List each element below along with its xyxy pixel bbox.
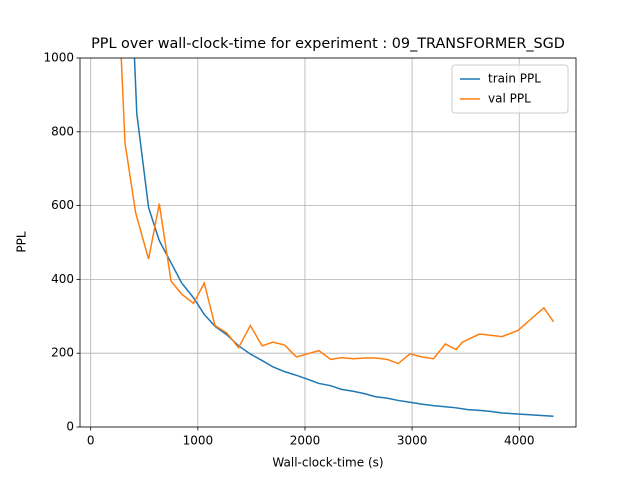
legend-label: val PPL (488, 92, 531, 106)
chart-title: PPL over wall-clock-time for experiment … (91, 36, 565, 52)
plot-frame (79, 57, 577, 428)
y-tick-label: 400 (51, 272, 74, 286)
y-tick-label: 1000 (43, 51, 74, 65)
x-tick-label: 2000 (290, 434, 321, 448)
x-tick-label: 0 (87, 434, 95, 448)
x-axis-label: Wall-clock-time (s) (272, 456, 383, 470)
line-series (120, 58, 555, 365)
legend-label: train PPL (488, 72, 541, 86)
legend-box (451, 64, 569, 114)
y-tick-label: 0 (66, 420, 74, 434)
x-tick-label: 4000 (504, 434, 535, 448)
line-series (133, 58, 554, 418)
x-tick-label: 1000 (183, 434, 214, 448)
y-tick-label: 200 (51, 346, 74, 360)
y-tick-label: 800 (51, 124, 74, 138)
y-tick-label: 600 (51, 198, 74, 212)
y-axis-label: PPL (15, 231, 29, 252)
x-tick-label: 3000 (397, 434, 428, 448)
